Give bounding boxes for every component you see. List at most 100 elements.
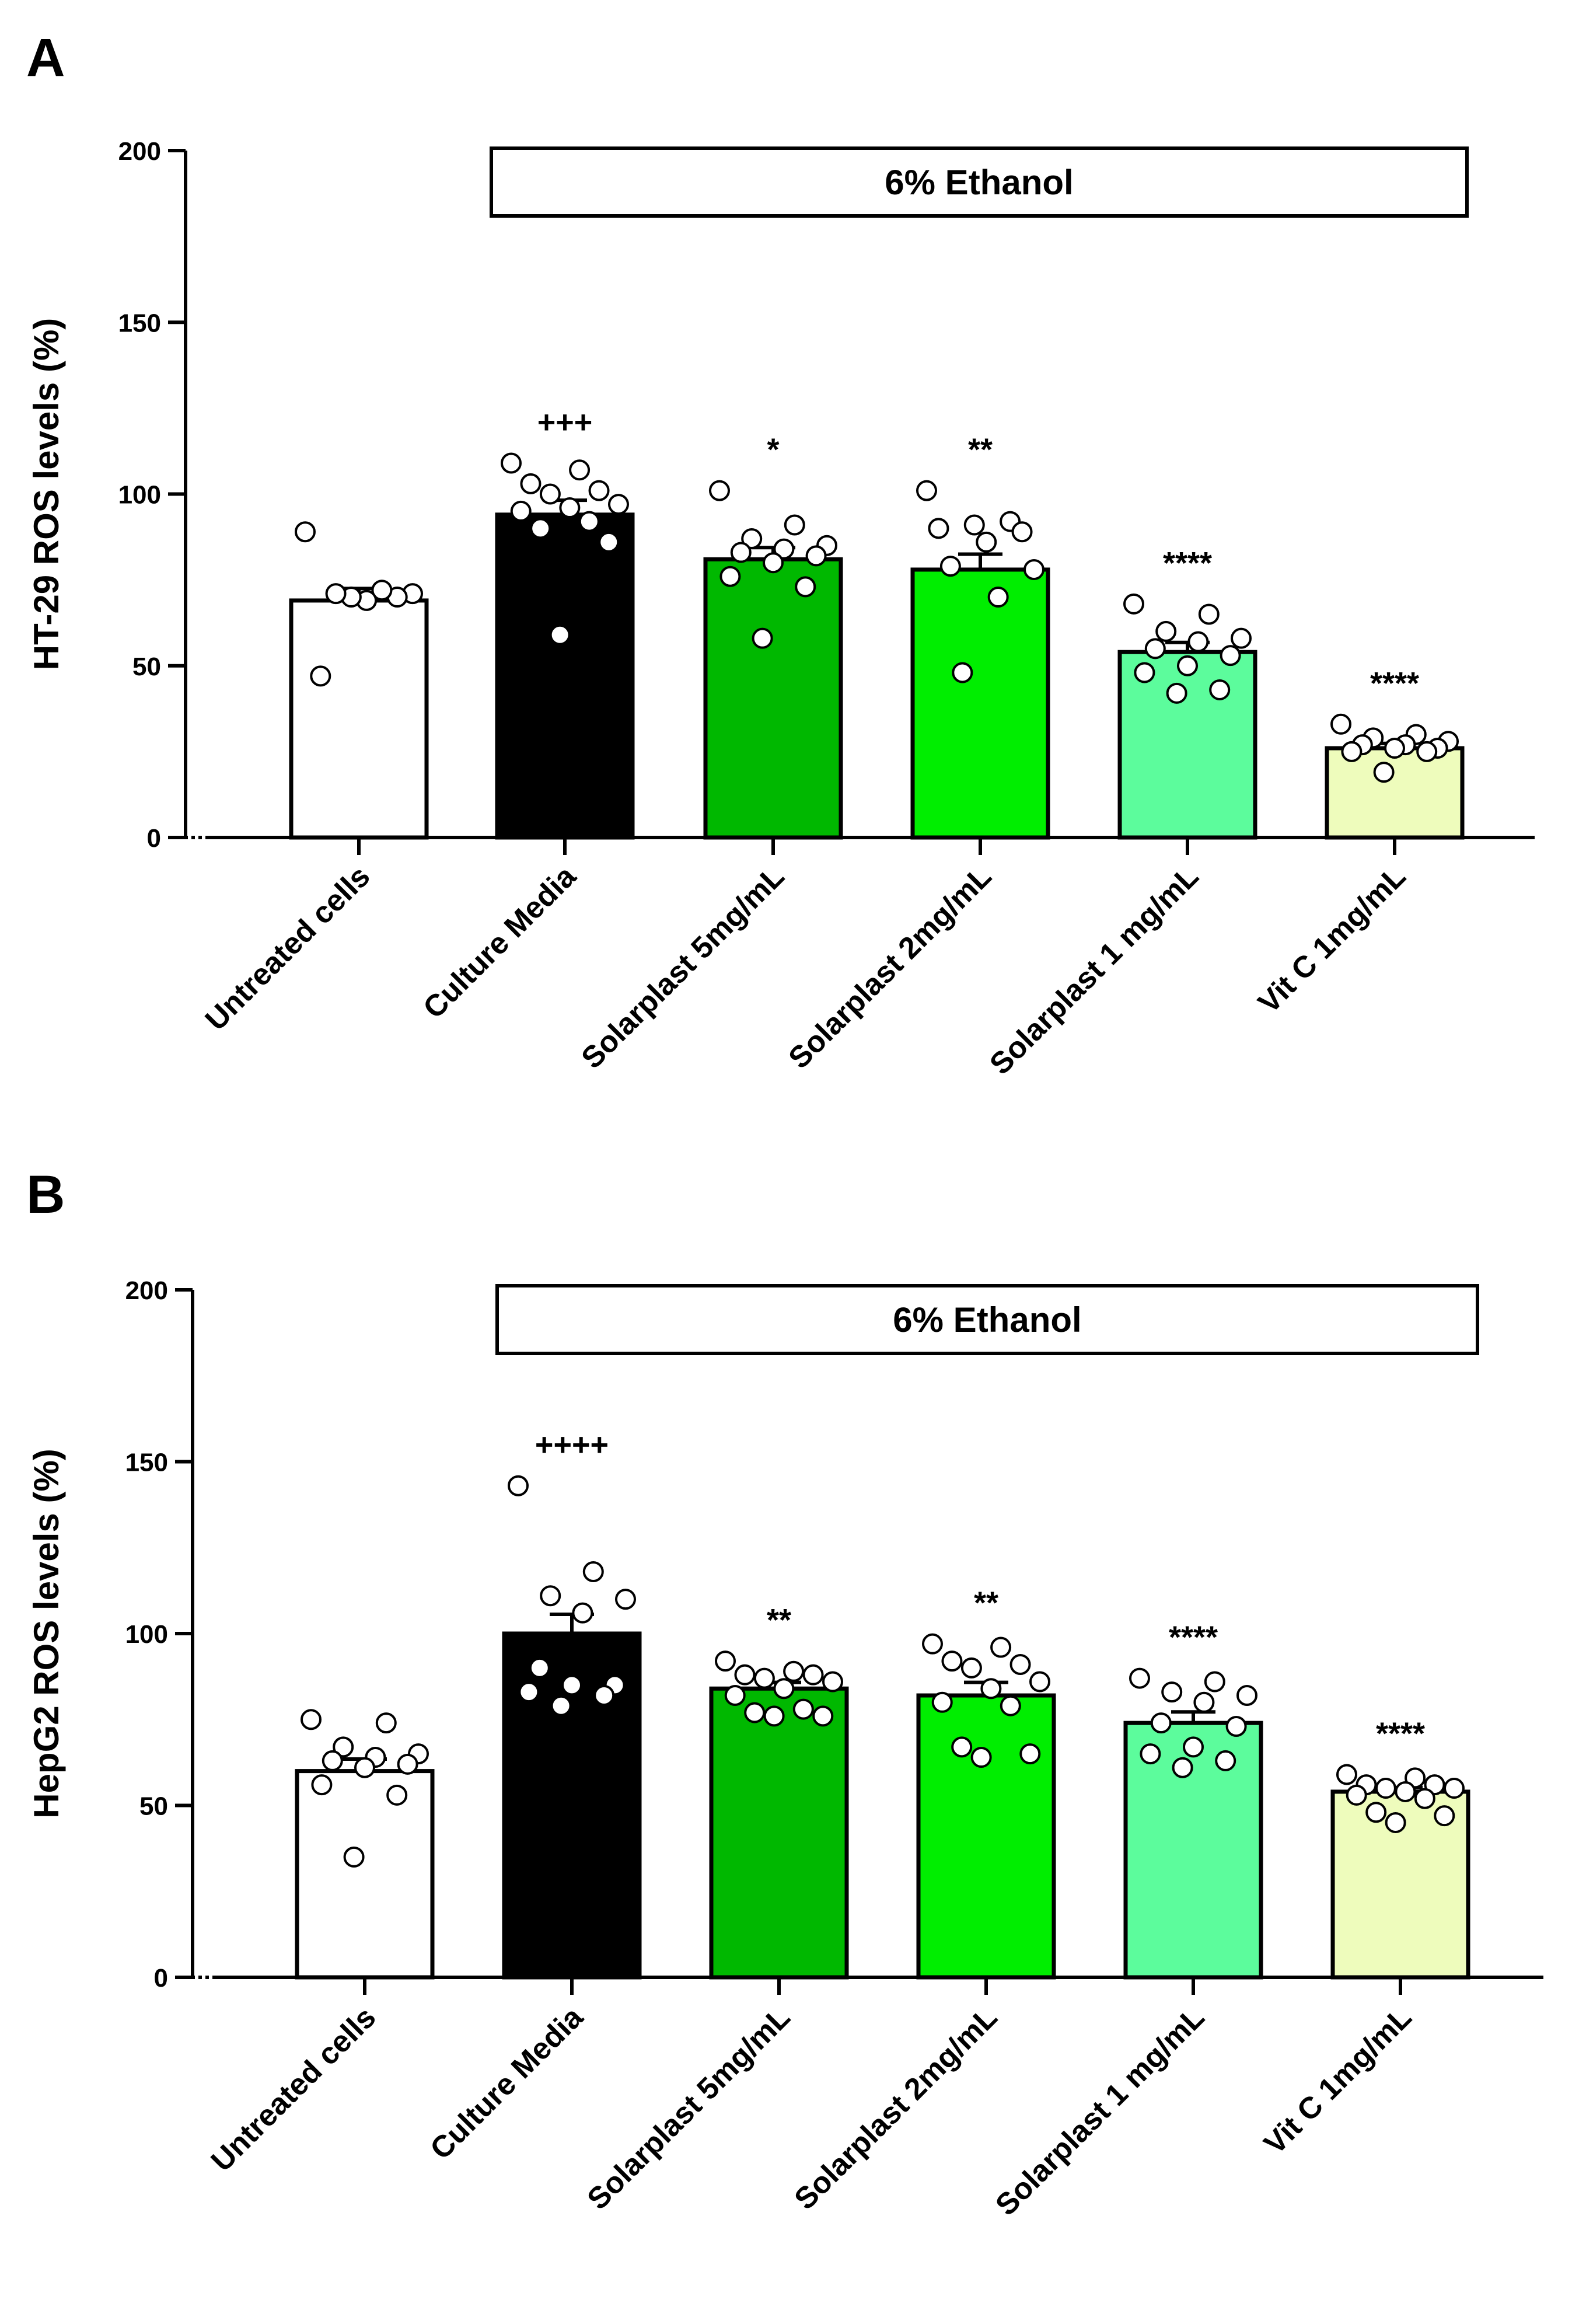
data-point bbox=[730, 542, 752, 563]
data-point bbox=[719, 566, 741, 587]
data-point bbox=[540, 1585, 561, 1607]
data-point bbox=[916, 480, 937, 501]
data-point bbox=[931, 1691, 953, 1713]
data-point bbox=[990, 1636, 1012, 1658]
significance-label: **** bbox=[1169, 1620, 1218, 1655]
data-point bbox=[763, 1705, 785, 1727]
data-point bbox=[1193, 1691, 1215, 1713]
data-point bbox=[1365, 1802, 1387, 1823]
data-point bbox=[1220, 645, 1241, 667]
data-point bbox=[1198, 603, 1220, 625]
y-tick-label: 50 bbox=[139, 1792, 168, 1821]
data-point bbox=[1375, 1778, 1396, 1799]
data-point bbox=[987, 587, 1009, 608]
data-point bbox=[1000, 1695, 1021, 1716]
data-point bbox=[922, 1633, 943, 1655]
chart-panel-a: 0 50 100 150 200 HT-29 ROS levels (%) 6% Ethan… bbox=[27, 137, 1535, 1081]
data-point bbox=[530, 518, 551, 539]
data-point bbox=[783, 1660, 805, 1682]
data-point bbox=[1140, 1743, 1161, 1765]
data-point bbox=[1177, 655, 1198, 676]
data-point bbox=[960, 1657, 982, 1679]
category-label: Solarplast 1 mg/mL bbox=[989, 2000, 1211, 2222]
data-point bbox=[1336, 1764, 1357, 1785]
data-point bbox=[1373, 762, 1395, 783]
data-point bbox=[928, 518, 949, 539]
data-point bbox=[1123, 593, 1144, 615]
significance-label: ** bbox=[767, 1603, 791, 1638]
data-point bbox=[518, 1681, 540, 1703]
significance-label: **** bbox=[1376, 1716, 1425, 1751]
data-point bbox=[724, 1685, 746, 1707]
data-point bbox=[939, 556, 961, 577]
data-point bbox=[784, 514, 805, 536]
data-point bbox=[354, 1757, 375, 1778]
data-point bbox=[508, 1475, 529, 1496]
y-tick-label: 0 bbox=[147, 824, 161, 853]
bar bbox=[495, 512, 635, 840]
data-point bbox=[1215, 1750, 1236, 1771]
significance-label: ++++ bbox=[535, 1428, 609, 1463]
data-point bbox=[343, 1846, 365, 1868]
data-point bbox=[578, 511, 600, 532]
y-tick-label: 0 bbox=[154, 1964, 168, 1993]
data-point bbox=[1166, 682, 1187, 704]
significance-label: * bbox=[767, 432, 779, 467]
y-tick-label: 150 bbox=[125, 1449, 168, 1477]
data-point bbox=[550, 1695, 572, 1716]
bar bbox=[916, 1693, 1056, 1980]
data-point bbox=[1161, 1681, 1183, 1703]
category-label: Solarplast 2mg/mL bbox=[788, 2000, 1004, 2216]
significance-label: ** bbox=[974, 1586, 998, 1621]
data-point bbox=[792, 1698, 814, 1720]
y-tick-label: 200 bbox=[118, 137, 161, 166]
category-label: Vit C 1mg/mL bbox=[1252, 859, 1412, 1020]
data-point bbox=[520, 473, 542, 494]
data-point bbox=[1225, 1716, 1247, 1737]
data-point bbox=[311, 1774, 333, 1796]
data-point bbox=[572, 1602, 593, 1624]
data-point bbox=[976, 531, 997, 553]
y-axis-label: HepG2 ROS levels (%) bbox=[27, 1449, 66, 1819]
chart-panel-b: 0 50 100 150 200 HepG2 ROS levels (%) 6% Ethan… bbox=[27, 1276, 1543, 2222]
data-point bbox=[1150, 1712, 1172, 1734]
bar bbox=[910, 567, 1050, 840]
treatment-bracket-box bbox=[490, 146, 1469, 218]
data-point bbox=[980, 1678, 1002, 1700]
data-point bbox=[812, 1705, 834, 1727]
data-point bbox=[295, 521, 316, 543]
data-point bbox=[802, 1664, 824, 1686]
data-point bbox=[582, 1561, 604, 1582]
data-point bbox=[1019, 1743, 1041, 1765]
data-point bbox=[753, 1667, 775, 1689]
data-point bbox=[734, 1664, 756, 1686]
data-point bbox=[301, 1709, 322, 1730]
significance-label: **** bbox=[1163, 546, 1212, 581]
data-point bbox=[741, 528, 763, 550]
category-label: Culture Media bbox=[417, 859, 583, 1025]
data-point bbox=[1011, 521, 1033, 543]
data-point bbox=[822, 1671, 843, 1693]
data-point bbox=[510, 500, 532, 522]
data-point bbox=[615, 1589, 636, 1610]
data-point bbox=[1155, 620, 1177, 642]
panel-label-a: A bbox=[26, 28, 65, 88]
data-point bbox=[1236, 1685, 1257, 1707]
data-point bbox=[561, 1674, 582, 1696]
data-point bbox=[549, 624, 571, 645]
category-label: Culture Media bbox=[424, 2000, 590, 2166]
data-point bbox=[951, 1736, 973, 1758]
data-point bbox=[773, 1678, 795, 1700]
category-label: Vit C 1mg/mL bbox=[1257, 2000, 1418, 2161]
data-point bbox=[795, 576, 816, 598]
data-point bbox=[1172, 1757, 1193, 1778]
y-axis-label: HT-29 ROS levels (%) bbox=[27, 318, 66, 671]
data-point bbox=[1187, 631, 1209, 652]
data-point bbox=[397, 1753, 418, 1775]
significance-label: **** bbox=[1370, 666, 1419, 701]
category-label: Solarplast 2mg/mL bbox=[782, 859, 998, 1075]
data-point bbox=[371, 580, 393, 601]
data-point bbox=[763, 552, 784, 574]
data-point bbox=[1209, 679, 1231, 700]
category-label: Solarplast 1 mg/mL bbox=[983, 859, 1205, 1081]
